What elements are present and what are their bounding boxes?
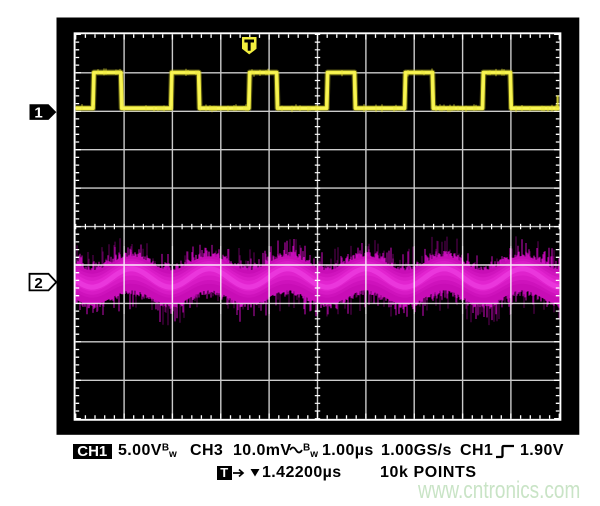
svg-text:1: 1 (34, 105, 42, 122)
svg-text:2: 2 (34, 275, 42, 292)
